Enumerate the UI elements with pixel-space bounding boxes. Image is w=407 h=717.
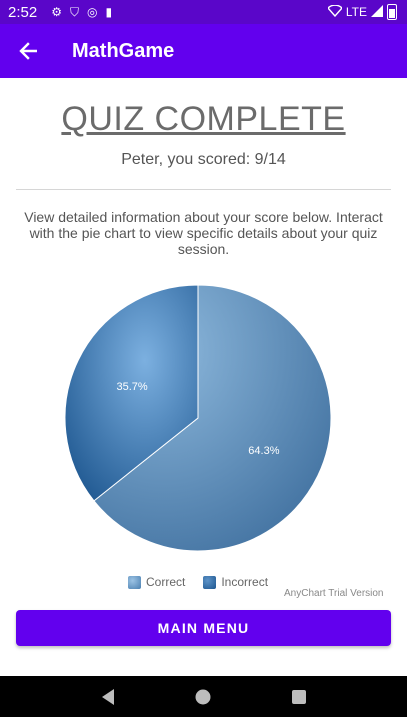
chart-legend: Correct Incorrect <box>128 575 268 589</box>
legend-item-incorrect[interactable]: Incorrect <box>203 575 268 589</box>
battery-icon <box>387 4 397 20</box>
legend-swatch-incorrect <box>203 575 217 589</box>
status-time: 2:52 <box>8 3 38 21</box>
divider <box>16 189 391 190</box>
chart-watermark: AnyChart Trial Version <box>284 588 384 599</box>
gear-icon: ⚙ <box>51 5 62 19</box>
score-text: Peter, you scored: 9/14 <box>121 151 286 168</box>
pie-chart-svg[interactable]: 64.3% 35.7% <box>0 275 407 605</box>
back-triangle-icon[interactable] <box>99 688 117 706</box>
legend-label-correct: Correct <box>146 575 186 589</box>
pie-label-incorrect: 35.7% <box>117 381 148 393</box>
app-title: MathGame <box>72 39 175 62</box>
main-menu-button[interactable]: MAIN MENU <box>16 610 391 646</box>
info-text: View detailed information about your sco… <box>24 209 383 257</box>
shield-icon: ⛉ <box>69 5 79 19</box>
pie-chart[interactable]: 64.3% 35.7% <box>0 275 407 605</box>
signal-icon <box>371 4 383 20</box>
sd-card-icon: ▮ <box>105 5 113 19</box>
arrow-back-icon[interactable] <box>16 39 40 63</box>
navigation-bar <box>0 676 407 717</box>
app-bar: MathGame <box>0 24 407 78</box>
pie-slice-correct[interactable] <box>93 284 332 552</box>
recents-square-icon[interactable] <box>290 688 308 706</box>
legend-item-correct[interactable]: Correct <box>128 575 185 589</box>
status-bar: 2:52 ⚙ ⛉ ◎ ▮ LTE <box>0 0 407 24</box>
data-saver-icon: ◎ <box>86 5 98 19</box>
legend-label-incorrect: Incorrect <box>221 575 269 589</box>
page-title: QUIZ COMPLETE <box>61 100 346 138</box>
network-type: LTE <box>345 5 367 19</box>
pie-label-correct: 64.3% <box>248 445 279 457</box>
pie-slice-incorrect[interactable] <box>64 284 199 502</box>
wifi-icon <box>326 3 343 20</box>
legend-swatch-correct <box>128 575 141 589</box>
home-circle-icon[interactable] <box>194 688 212 706</box>
